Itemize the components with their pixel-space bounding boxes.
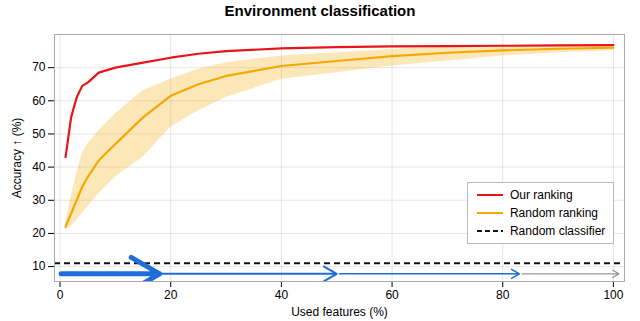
svg-text:60: 60 <box>385 288 399 302</box>
svg-text:50: 50 <box>32 127 46 141</box>
svg-text:60: 60 <box>32 94 46 108</box>
html-text:Random classifier: Random classifier <box>509 223 606 238</box>
svg-text:Used features (%): Used features (%) <box>291 305 388 319</box>
html-text:Our ranking: Our ranking <box>509 187 573 202</box>
svg-text:80: 80 <box>496 288 510 302</box>
html-text:Environment classification: Environment classification <box>224 2 416 19</box>
svg-text:20: 20 <box>32 226 46 240</box>
html-text:Random ranking: Random ranking <box>509 205 598 220</box>
svg-text:20: 20 <box>164 288 178 302</box>
svg-text:Accuracy ↑ (%): Accuracy ↑ (%) <box>10 118 24 199</box>
svg-text:10: 10 <box>32 259 46 273</box>
svg-text:70: 70 <box>32 60 46 74</box>
svg-text:30: 30 <box>32 193 46 207</box>
svg-text:100: 100 <box>603 288 623 302</box>
svg-text:0: 0 <box>57 288 64 302</box>
svg-text:40: 40 <box>32 160 46 174</box>
svg-text:40: 40 <box>275 288 289 302</box>
